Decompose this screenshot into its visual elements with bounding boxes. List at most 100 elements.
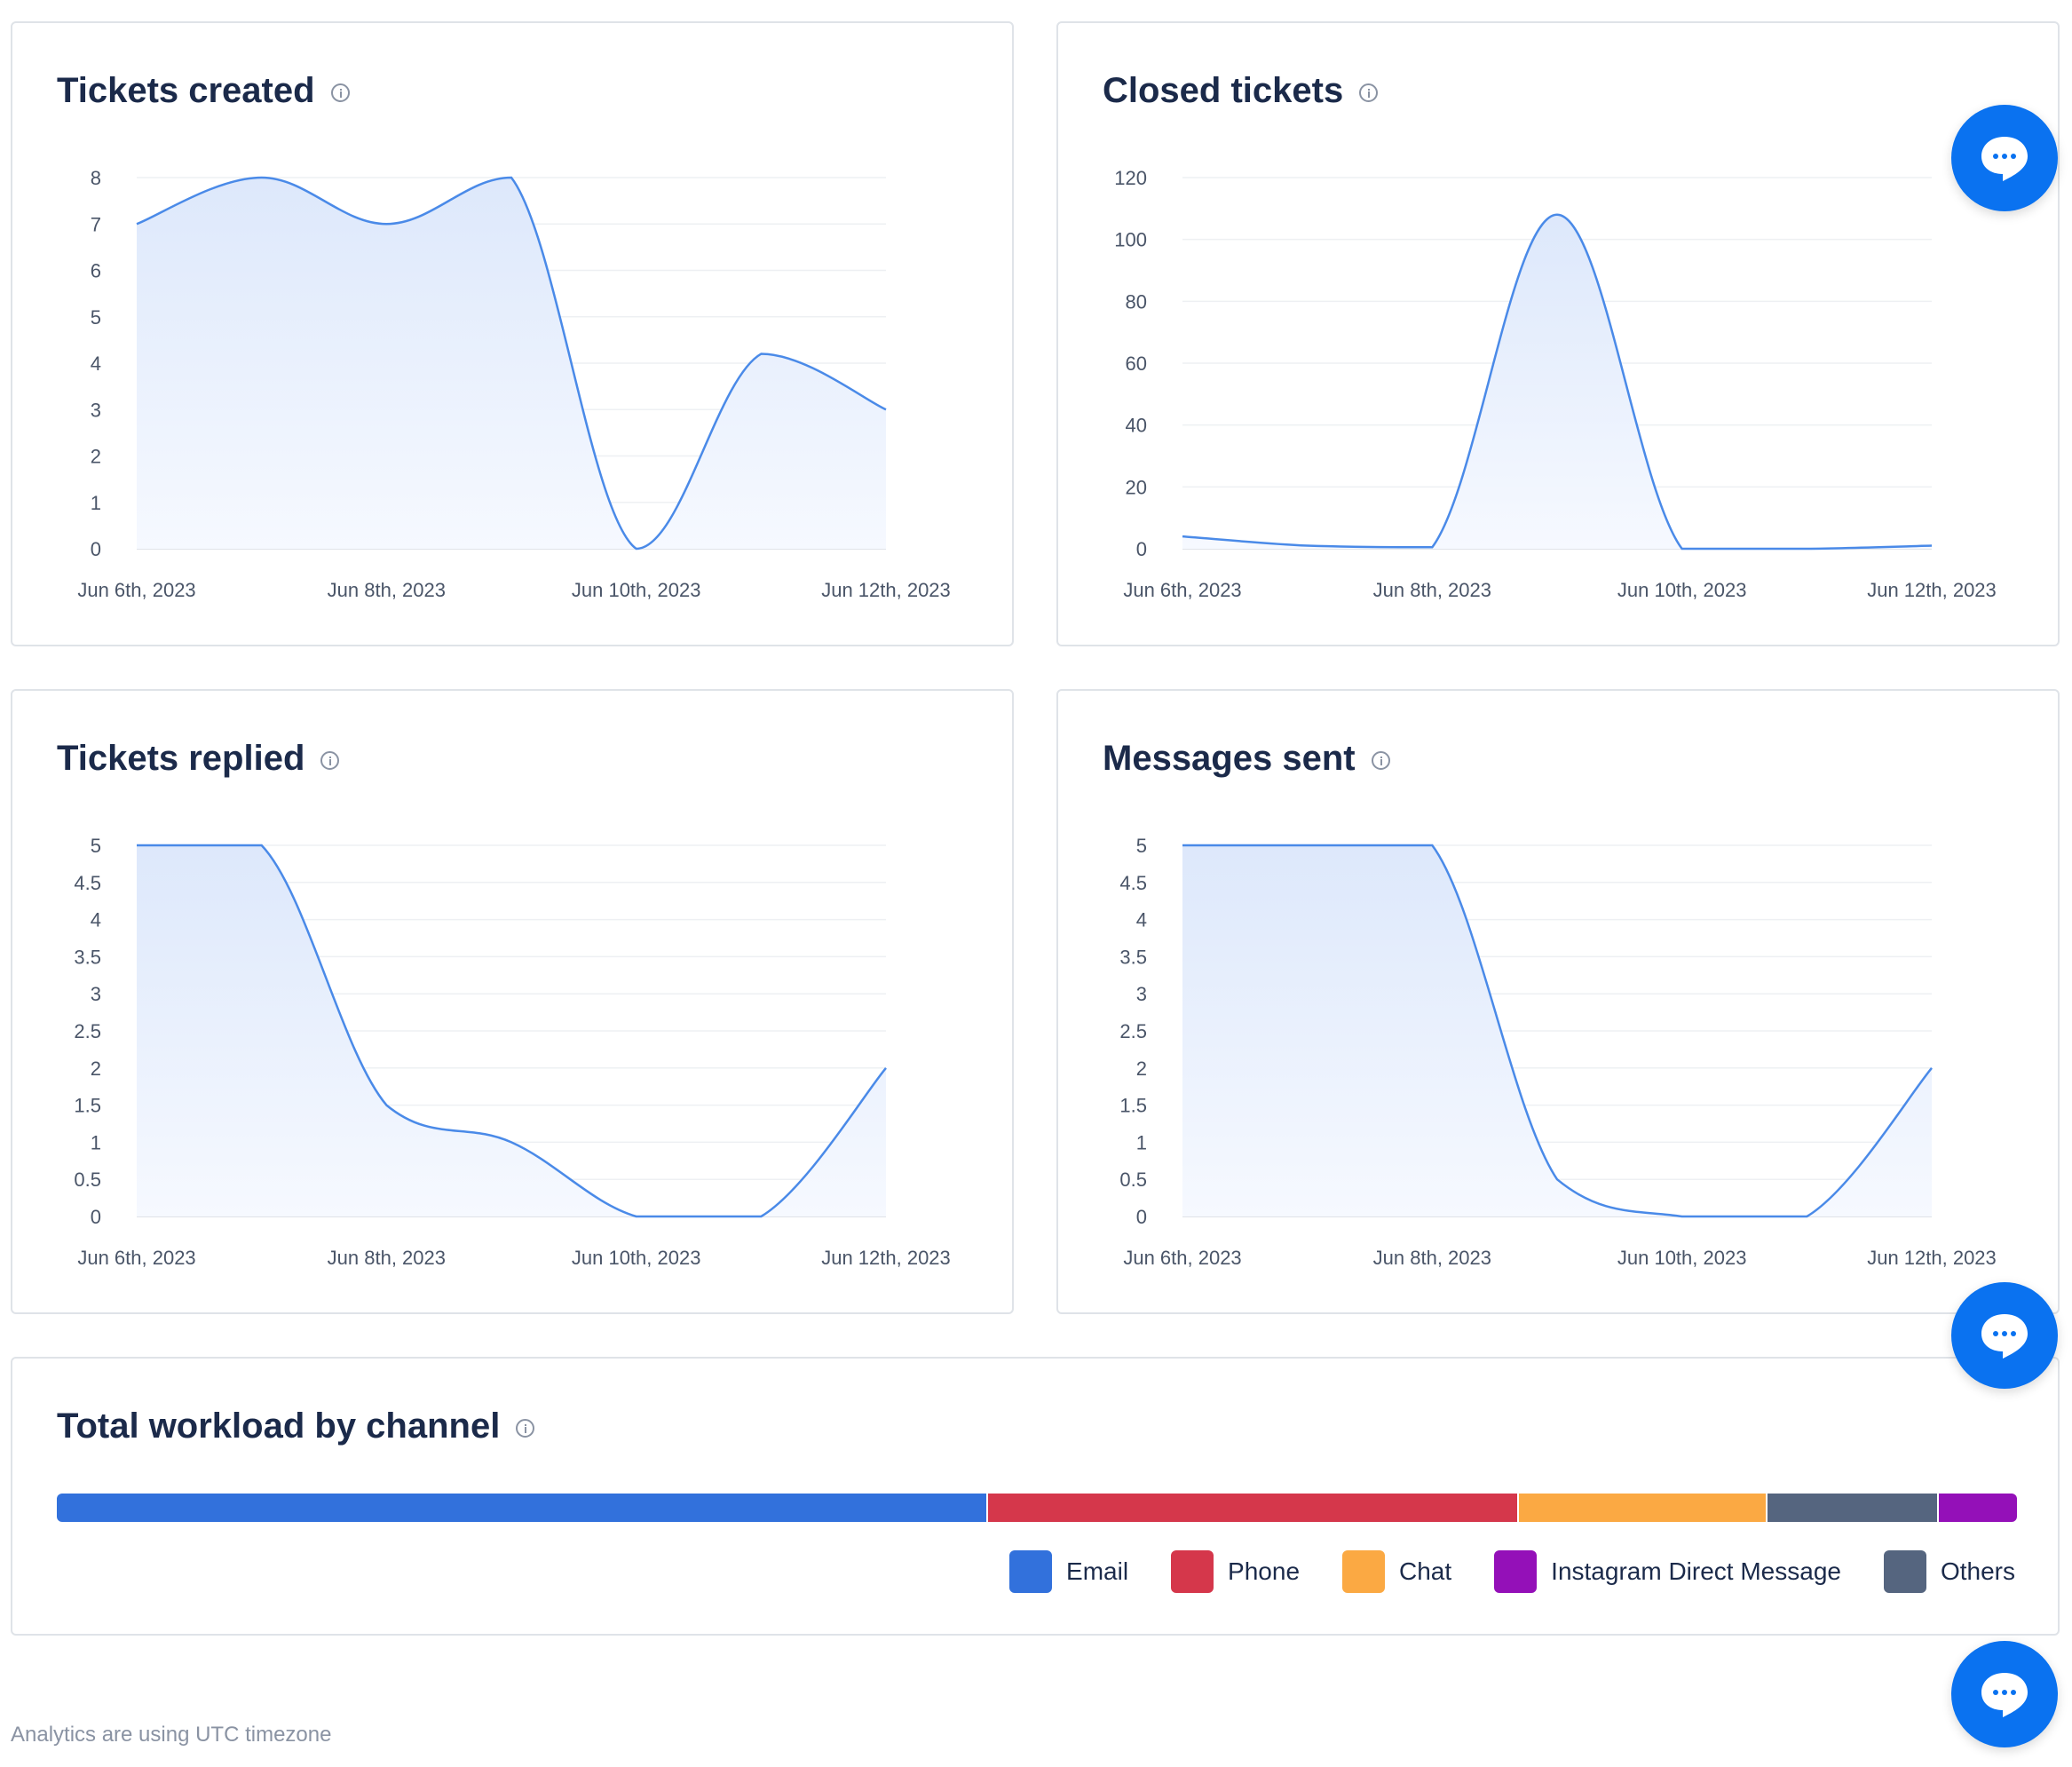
x-tick-label: Jun 10th, 2023 — [572, 579, 701, 601]
y-tick-label: 0.5 — [74, 1169, 101, 1191]
y-tick-label: 6 — [91, 260, 101, 282]
card-title: Closed tickets — [1103, 71, 1379, 111]
y-tick-label: 100 — [1114, 229, 1147, 251]
legend-swatch — [1883, 1550, 1926, 1593]
y-tick-label: 2 — [91, 1058, 101, 1080]
card-title: Tickets replied — [57, 739, 340, 779]
legend-swatch — [1342, 1550, 1386, 1593]
legend-label: Phone — [1228, 1557, 1301, 1585]
messages-sent-card: Messages sent 0 0.5 1 1.5 2 2.5 3 3.5 4 4.5 5 Jun 6… — [1056, 689, 2060, 1314]
series-area — [1182, 845, 1932, 1216]
x-tick-label: Jun 12th, 2023 — [1867, 1247, 1997, 1269]
info-icon[interactable] — [1371, 751, 1390, 770]
y-tick-label: 2 — [91, 446, 101, 468]
closed-tickets-title: Closed tickets — [1103, 71, 1344, 110]
x-tick-label: Jun 6th, 2023 — [1123, 1247, 1241, 1269]
tickets-replied-chart: 0 0.5 1 1.5 2 2.5 3 3.5 4 4.5 5 Jun 6th, 2023 Jun 8t… — [74, 835, 950, 1269]
legend-label: Chat — [1399, 1557, 1452, 1585]
y-tick-label: 7 — [91, 213, 101, 235]
y-tick-label: 60 — [1126, 353, 1147, 375]
y-tick-label: 4.5 — [74, 872, 101, 894]
closed-tickets-chart: 0 20 40 60 80 100 120 Jun 6th, 2023 Jun 8th, 202… — [1114, 167, 1997, 601]
legend-item[interactable]: Email — [1009, 1550, 1128, 1593]
y-tick-label: 1 — [91, 492, 101, 514]
tickets-created-chart: 0 1 2 3 4 5 6 7 8 Jun 6th, 2023 Jun 8th, 2023 Jun 1… — [77, 167, 951, 601]
x-tick-label: Jun 10th, 2023 — [572, 1247, 701, 1269]
y-tick-label: 0 — [91, 538, 101, 560]
x-tick-label: Jun 6th, 2023 — [77, 1247, 195, 1269]
series-area — [137, 178, 886, 549]
y-tick-label: 2.5 — [1119, 1020, 1147, 1042]
y-tick-label: 40 — [1126, 415, 1147, 437]
y-tick-label: 4 — [91, 909, 101, 931]
y-tick-label: 1 — [1136, 1131, 1147, 1153]
chat-button[interactable] — [1951, 1641, 2058, 1747]
y-tick-label: 2.5 — [74, 1020, 101, 1042]
timezone-note: Analytics are using UTC timezone — [11, 1723, 332, 1747]
closed-tickets-card: Closed tickets 0 20 40 60 80 100 120 Jun 6th, 2… — [1056, 21, 2060, 646]
y-tick-label: 0 — [1136, 538, 1147, 560]
y-tick-label: 4.5 — [1119, 872, 1147, 894]
workload-segment-instagram-direct-message[interactable] — [1939, 1494, 2017, 1522]
y-tick-label: 2 — [1136, 1058, 1147, 1080]
card-title: Messages sent — [1103, 739, 1390, 779]
tickets-created-title: Tickets created — [57, 71, 315, 110]
legend-item[interactable]: Phone — [1171, 1550, 1300, 1593]
legend-label: Email — [1066, 1557, 1129, 1585]
y-tick-label: 3.5 — [1119, 946, 1147, 968]
info-icon[interactable] — [516, 1419, 535, 1438]
legend-item[interactable]: Chat — [1342, 1550, 1451, 1593]
workload-segment-phone[interactable] — [988, 1494, 1520, 1522]
card-title: Total workload by channel — [57, 1406, 535, 1446]
info-icon[interactable] — [330, 83, 350, 102]
workload-card: Total workload by channel Email Phone Chat… — [11, 1357, 2060, 1636]
series-line — [1182, 844, 1933, 1218]
y-tick-label: 1 — [91, 1131, 101, 1153]
legend-swatch — [1494, 1550, 1538, 1593]
tickets-replied-card: Tickets replied 0 0.5 1 1.5 2 2.5 3 3.5 4 4.5 5 Jun… — [11, 689, 1014, 1314]
y-tick-label: 4 — [1136, 909, 1147, 931]
y-tick-label: 5 — [1136, 835, 1147, 857]
y-tick-label: 1.5 — [74, 1095, 101, 1117]
x-tick-label: Jun 6th, 2023 — [1123, 579, 1241, 601]
series-line — [136, 176, 887, 551]
messages-sent-chart: 0 0.5 1 1.5 2 2.5 3 3.5 4 4.5 5 Jun 6th, 2023 Jun 8t… — [1119, 835, 1997, 1269]
workload-segment-chat[interactable] — [1519, 1494, 1768, 1522]
x-tick-label: Jun 10th, 2023 — [1617, 579, 1747, 601]
legend-item[interactable]: Others — [1883, 1550, 2015, 1593]
legend-swatch — [1009, 1550, 1053, 1593]
chat-bubble-icon — [1981, 1314, 2028, 1359]
x-tick-label: Jun 6th, 2023 — [77, 579, 195, 601]
y-tick-label: 5 — [91, 306, 101, 329]
workload-legend: Email Phone Chat Instagram Direct Message Ot… — [1009, 1550, 2015, 1593]
workload-stacked-bar — [57, 1494, 2017, 1522]
x-tick-label: Jun 8th, 2023 — [1373, 1247, 1491, 1269]
workload-segment-others[interactable] — [1767, 1494, 1940, 1522]
info-icon[interactable] — [320, 751, 340, 770]
x-tick-label: Jun 10th, 2023 — [1617, 1247, 1747, 1269]
x-tick-label: Jun 12th, 2023 — [821, 579, 951, 601]
y-tick-label: 0.5 — [1119, 1169, 1147, 1191]
workload-segment-email[interactable] — [57, 1494, 989, 1522]
legend-item[interactable]: Instagram Direct Message — [1494, 1550, 1841, 1593]
y-tick-label: 3 — [1136, 983, 1147, 1005]
y-tick-label: 120 — [1114, 167, 1147, 189]
y-tick-label: 3 — [91, 399, 101, 421]
messages-sent-title: Messages sent — [1103, 739, 1356, 778]
series-area — [1182, 214, 1932, 550]
workload-title: Total workload by channel — [57, 1406, 501, 1446]
legend-label: Instagram Direct Message — [1551, 1557, 1841, 1585]
x-tick-label: Jun 8th, 2023 — [328, 1247, 446, 1269]
info-icon[interactable] — [1359, 83, 1379, 102]
y-tick-label: 3.5 — [74, 946, 101, 968]
chat-bubble-icon — [1981, 1673, 2028, 1717]
series-area — [137, 845, 886, 1216]
y-tick-label: 0 — [91, 1206, 101, 1228]
y-tick-label: 3 — [91, 983, 101, 1005]
y-tick-label: 4 — [91, 353, 101, 375]
chat-button[interactable] — [1951, 1282, 2058, 1389]
y-tick-label: 20 — [1126, 476, 1147, 498]
y-tick-label: 5 — [91, 835, 101, 857]
series-line — [137, 844, 887, 1218]
chat-button[interactable] — [1951, 105, 2058, 211]
